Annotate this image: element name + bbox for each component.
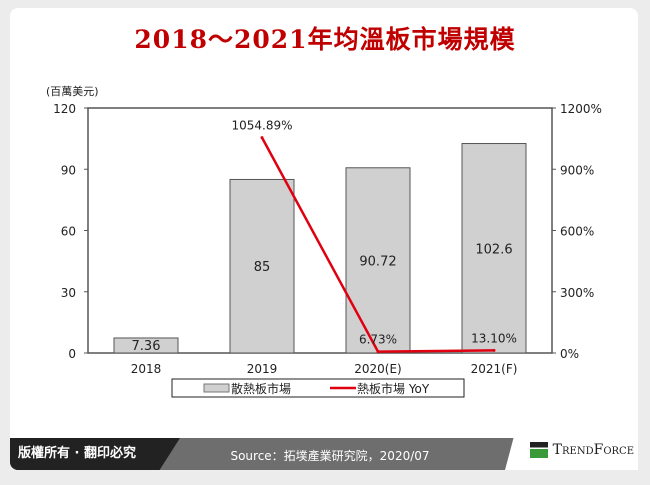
y-tick-label: 0	[68, 347, 76, 361]
x-tick-label: 2019	[247, 362, 278, 376]
yoy-point	[260, 136, 264, 140]
bar-value-label: 7.36	[132, 339, 161, 354]
bar-value-label: 102.6	[475, 242, 512, 257]
y2-tick-label: 0%	[560, 347, 579, 361]
logo-icon	[529, 442, 548, 458]
y2-tick-label: 900%	[560, 163, 594, 177]
legend-line-label: 熱板市場 YoY	[357, 381, 430, 396]
y-axis-label: (百萬美元)	[46, 85, 99, 98]
x-tick-label: 2018	[131, 362, 162, 376]
bar	[229, 178, 295, 354]
y2-tick-label: 300%	[560, 286, 594, 300]
bar-value-label: 85	[254, 260, 271, 275]
copyright: 版權所有 · 翻印必究	[10, 438, 180, 470]
legend-bar-swatch	[203, 383, 230, 393]
y-tick-label: 120	[53, 102, 76, 116]
y2-tick-label: 600%	[560, 225, 594, 239]
y2-tick-label: 1200%	[560, 102, 602, 116]
trendforce-logo: TrendForce	[505, 430, 638, 470]
chart-title: 2018～2021年均溫板市場規模	[134, 25, 516, 54]
yoy-value-label: 6.73%	[359, 333, 397, 347]
source-note: Source：拓墣產業研究院，2020/07	[230, 449, 430, 463]
legend	[171, 378, 465, 398]
bar	[113, 337, 179, 354]
y-tick-label: 30	[61, 286, 76, 300]
x-tick-label: 2021(F)	[471, 362, 518, 376]
y-tick-label: 60	[61, 225, 76, 239]
bar	[461, 143, 527, 354]
y-tick-label: 90	[61, 163, 76, 177]
yoy-value-label: 1054.89%	[231, 119, 292, 133]
legend-bar-label: 散熱板市場	[231, 381, 291, 396]
x-tick-label: 2020(E)	[354, 362, 401, 376]
bar-value-label: 90.72	[359, 254, 396, 269]
yoy-point	[492, 348, 496, 352]
yoy-point	[376, 350, 380, 354]
yoy-value-label: 13.10%	[471, 331, 517, 345]
